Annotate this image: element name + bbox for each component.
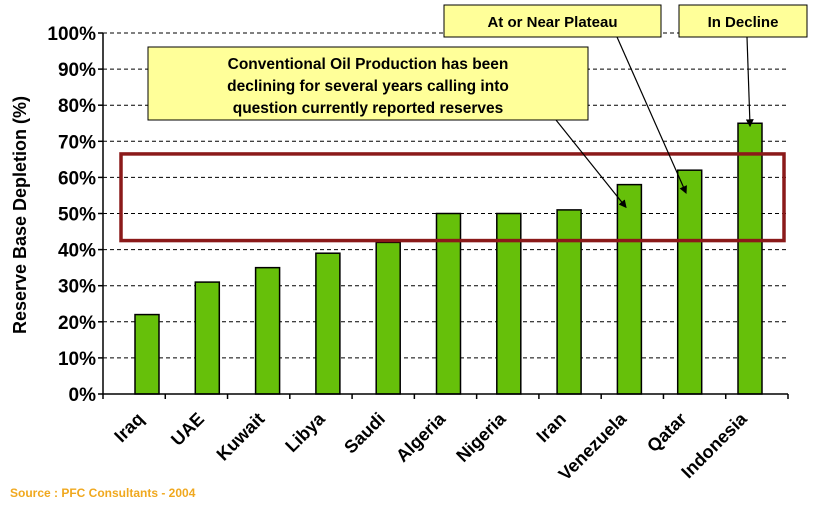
x-tick-label: Libya	[281, 408, 329, 456]
x-tick-label: Saudi	[340, 409, 389, 458]
source-note: Source : PFC Consultants - 2004	[10, 486, 196, 500]
x-tick-label: Iraq	[110, 409, 147, 446]
y-tick-label: 20%	[58, 313, 96, 334]
y-tick-labels: 0% 10% 20% 30% 40% 50% 60% 70% 80% 90% 100%	[47, 24, 96, 406]
annotation-box	[678, 4, 808, 38]
y-tick-label: 30%	[58, 277, 96, 298]
annotations: Conventional Oil Production has been decl…	[147, 4, 808, 209]
y-axis-label: Reserve Base Depletion (%)	[10, 96, 30, 334]
annotation-arrow	[555, 119, 627, 209]
highlight-box	[119, 152, 786, 243]
bar	[496, 212, 522, 395]
bar	[616, 183, 643, 395]
annotation-box	[147, 46, 589, 121]
annotation-text: declining for several years calling into	[227, 78, 509, 95]
bar	[194, 281, 221, 395]
annotation: In Decline	[678, 4, 808, 128]
y-tick-label: 60%	[58, 168, 96, 189]
bar	[556, 209, 582, 395]
bar	[676, 169, 703, 395]
x-tick-labels: Iraq UAE Kuwait Libya Saudi Algeria Nigeria Ira…	[110, 408, 751, 484]
annotation-box	[443, 4, 662, 38]
x-tick-label: Iran	[532, 409, 569, 446]
y-tick-label: 0%	[69, 385, 97, 406]
annotation-text: question currently reported reserves	[233, 100, 504, 117]
axes	[98, 32, 789, 399]
x-tick-label: Qatar	[643, 409, 690, 456]
y-tick-label: 40%	[58, 241, 96, 262]
x-tick-label: Kuwait	[213, 409, 269, 465]
bar	[375, 241, 401, 395]
annotation: At or Near Plateau	[443, 4, 687, 195]
x-tick-label: UAE	[167, 409, 208, 450]
annotation-text: Conventional Oil Production has been	[228, 56, 509, 73]
annotation-text: At or Near Plateau	[487, 14, 617, 31]
x-tick-label: Indonesia	[677, 408, 751, 482]
annotation-arrow	[616, 36, 687, 195]
y-tick-label: 70%	[58, 132, 96, 153]
bar	[254, 266, 281, 395]
bar	[435, 212, 462, 395]
annotation: Conventional Oil Production has been decl…	[147, 46, 627, 209]
y-tick-label: 50%	[58, 205, 96, 226]
annotation-arrow	[745, 36, 754, 128]
y-tick-label: 100%	[47, 24, 96, 45]
bar	[134, 313, 160, 395]
bars	[134, 122, 763, 395]
bar	[315, 252, 341, 395]
bar	[737, 122, 763, 395]
y-tick-label: 10%	[58, 349, 96, 370]
y-tick-label: 90%	[58, 60, 96, 81]
x-tick-label: Nigeria	[452, 408, 510, 466]
annotation-text: In Decline	[708, 14, 779, 31]
y-tick-label: 80%	[58, 96, 96, 117]
x-tick-label: Algeria	[392, 408, 450, 466]
